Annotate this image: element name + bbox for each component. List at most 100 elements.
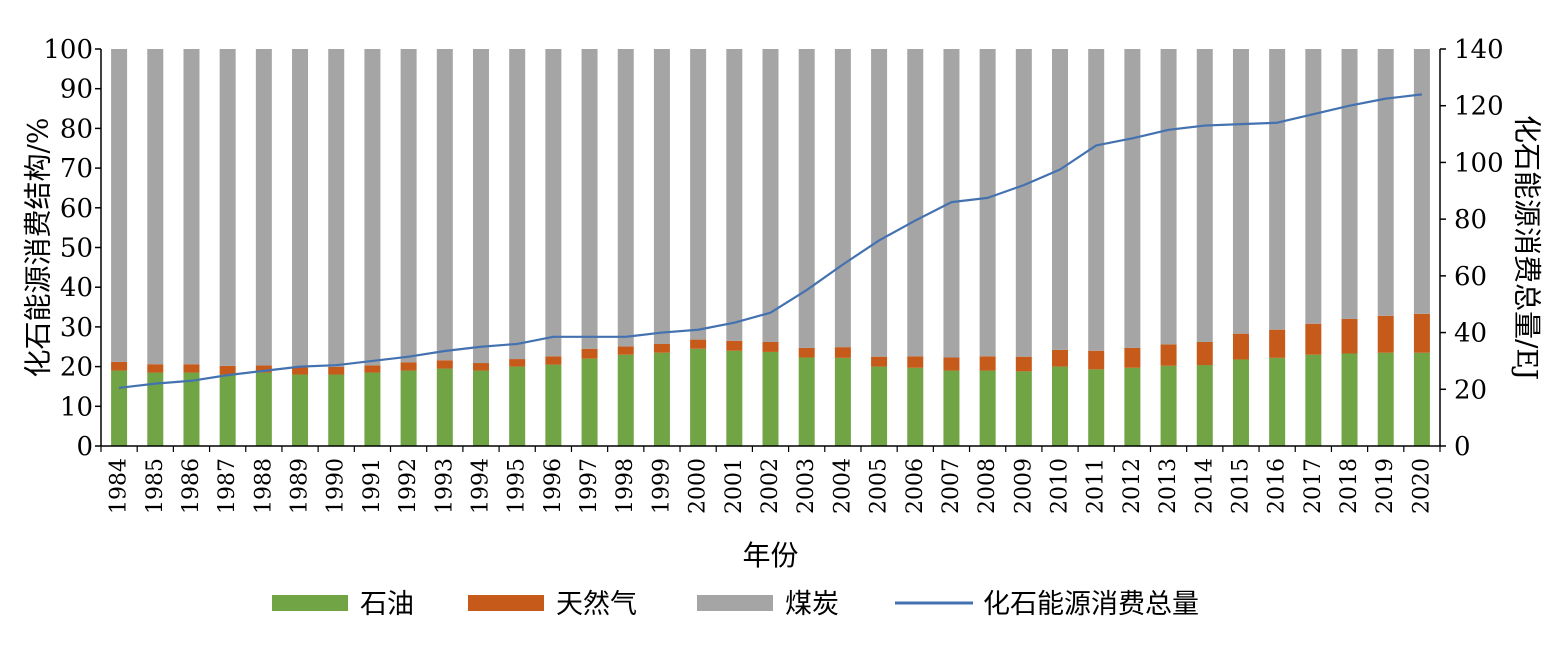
- legend-label: 化石能源消费总量: [983, 589, 1199, 620]
- bar-segment: [147, 372, 164, 446]
- y-right-tick-label: 0: [1454, 432, 1471, 462]
- y-right-tick-label: 100: [1454, 148, 1504, 178]
- x-tick-label: 2001: [722, 458, 747, 514]
- x-tick-label: 2019: [1373, 458, 1398, 514]
- bar-segment: [1160, 344, 1177, 366]
- bar-segment: [1124, 49, 1141, 348]
- bars-layer: [111, 49, 1430, 446]
- bar-segment: [400, 362, 417, 371]
- bar-segment: [726, 49, 743, 341]
- bar-segment: [726, 350, 743, 446]
- bar-segment: [147, 364, 164, 373]
- x-tick-label: 2012: [1120, 458, 1145, 514]
- x-tick-label: 2016: [1265, 458, 1290, 514]
- bar-segment: [1015, 371, 1032, 446]
- bar-segment: [545, 364, 562, 446]
- bar-segment: [834, 347, 851, 358]
- bar-segment: [798, 357, 815, 446]
- bar-segment: [1124, 367, 1141, 446]
- x-tick-label: 2018: [1337, 458, 1362, 514]
- bar-segment: [328, 49, 345, 367]
- x-tick-label: 2020: [1409, 458, 1434, 514]
- bar-segment: [1305, 49, 1322, 324]
- x-tick-label: 1992: [396, 458, 421, 514]
- x-tick-label: 2007: [939, 458, 964, 514]
- y-left-tick-label: 60: [60, 194, 93, 224]
- bar-segment: [1377, 352, 1394, 446]
- x-tick-label: 1993: [432, 458, 457, 514]
- bar-segment: [798, 347, 815, 358]
- bar-segment: [364, 372, 381, 446]
- bar-segment: [581, 348, 598, 359]
- bar-segment: [1015, 49, 1032, 357]
- bar-segment: [907, 49, 924, 357]
- bar-segment: [1052, 49, 1069, 350]
- bar-segment: [871, 49, 888, 357]
- y-right-tick-label: 80: [1454, 205, 1487, 235]
- bar-segment: [1341, 353, 1358, 446]
- x-tick-label: 2005: [867, 458, 892, 514]
- x-tick-label: 1991: [360, 458, 385, 514]
- x-tick-label: 2002: [758, 458, 783, 514]
- bar-segment: [509, 366, 526, 446]
- bar-segment: [653, 343, 670, 353]
- bar-segment: [690, 49, 707, 340]
- y-right-tick-label: 120: [1454, 92, 1504, 122]
- x-tick-label: 2015: [1228, 458, 1253, 514]
- bar-segment: [509, 49, 526, 360]
- y-right-tick-label: 20: [1454, 375, 1487, 405]
- bar-segment: [907, 356, 924, 368]
- bar-segment: [1269, 329, 1286, 358]
- y-right-tick-label: 140: [1454, 35, 1504, 65]
- bar-segment: [1269, 49, 1286, 330]
- legend-label: 石油: [360, 589, 414, 620]
- y-axis-right-title: 化石能源消费总量/EJ: [1511, 115, 1544, 380]
- x-tick-label: 1995: [505, 458, 530, 514]
- bar-segment: [1088, 350, 1105, 370]
- bar-segment: [436, 360, 453, 369]
- x-tick-label: 1994: [468, 458, 493, 514]
- bar-segment: [111, 370, 128, 446]
- bar-segment: [472, 49, 489, 364]
- bar-segment: [1341, 318, 1358, 354]
- bar-segment: [292, 49, 309, 368]
- bar-segment: [834, 357, 851, 446]
- bar-segment: [1015, 356, 1032, 372]
- x-tick-label: 1985: [143, 458, 168, 514]
- bar-segment: [1377, 49, 1394, 316]
- bar-segment: [255, 49, 272, 366]
- x-tick-label: 2003: [794, 458, 819, 514]
- bar-segment: [255, 372, 272, 446]
- bar-segment: [798, 49, 815, 348]
- bar-segment: [147, 49, 164, 365]
- bar-segment: [1160, 365, 1177, 446]
- legend-swatch: [697, 595, 773, 611]
- x-tick-label: 1990: [324, 458, 349, 514]
- bar-segment: [328, 374, 345, 446]
- x-tick-label: 1996: [541, 458, 566, 514]
- x-tick-label: 1988: [251, 458, 276, 514]
- bar-segment: [979, 49, 996, 357]
- bar-segment: [292, 374, 309, 446]
- bar-segment: [1052, 349, 1069, 367]
- y-left-tick-label: 100: [43, 35, 93, 65]
- series-line: [118, 93, 1423, 389]
- x-tick-label: 2017: [1301, 458, 1326, 514]
- bar-segment: [111, 49, 128, 362]
- bar-segment: [436, 368, 453, 446]
- bar-segment: [871, 356, 888, 367]
- bar-segment: [509, 359, 526, 367]
- legend-label: 煤炭: [785, 589, 839, 620]
- bar-segment: [255, 365, 272, 373]
- y-axis-left-title: 化石能源消费结构/%: [22, 117, 55, 377]
- bar-segment: [183, 372, 200, 446]
- bar-segment: [219, 49, 236, 366]
- y-right-tick-label: 40: [1454, 319, 1487, 349]
- y-left-tick-label: 0: [76, 432, 93, 462]
- legend: 石油 天然气 煤炭 化石能源消费总量: [272, 589, 1199, 620]
- bar-segment: [581, 49, 598, 349]
- x-tick-label: 2014: [1192, 458, 1217, 514]
- bar-segment: [472, 363, 489, 371]
- bar-segment: [1232, 49, 1249, 334]
- bar-segment: [183, 49, 200, 365]
